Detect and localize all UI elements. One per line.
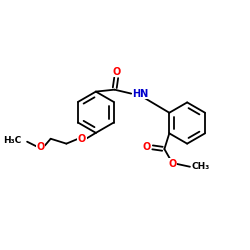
Text: HN: HN [132,88,148,99]
Text: O: O [37,142,45,152]
Text: CH₃: CH₃ [192,162,210,171]
Text: O: O [142,142,151,152]
Text: H₃C: H₃C [3,136,21,145]
Text: O: O [168,159,176,169]
Text: O: O [78,134,86,144]
Text: O: O [112,67,120,77]
